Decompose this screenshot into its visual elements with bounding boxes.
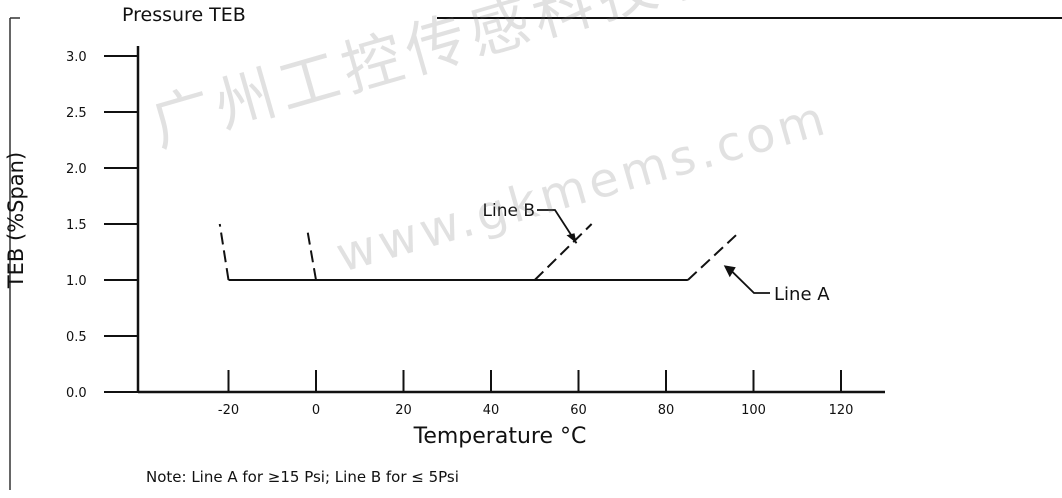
y-tick-label: 0.5 <box>66 330 87 345</box>
line-a-arrowhead <box>723 265 736 278</box>
chart-title: Pressure TEB <box>122 4 246 26</box>
x-tick-label: 80 <box>658 403 675 418</box>
x-tick-label: 0 <box>312 403 320 418</box>
y-tick-label: 1.5 <box>66 218 87 233</box>
y-tick-label: 0.0 <box>66 386 87 401</box>
y-tick-label: 1.0 <box>66 274 87 289</box>
x-tick-label: 20 <box>395 403 412 418</box>
line-a-label: Line A <box>774 284 830 305</box>
x-tick-label: 40 <box>483 403 500 418</box>
y-axis-label: TEB (%Span) <box>4 151 28 289</box>
y-tick-label: 2.0 <box>66 162 87 177</box>
x-tick-label: 120 <box>829 403 854 418</box>
line-b-dashed <box>534 223 593 281</box>
x-tick-label: -20 <box>218 403 239 418</box>
y-tick-label: 2.5 <box>66 106 87 121</box>
line-b-arrowhead <box>566 233 577 244</box>
y-tick-label: 3.0 <box>66 50 87 65</box>
line-a-leader <box>731 270 770 294</box>
line-a-dashed <box>687 234 737 281</box>
line-b-leader <box>537 209 578 244</box>
x-tick-label: 100 <box>741 403 766 418</box>
x-axis-label: Temperature °C <box>413 424 587 449</box>
chart-note: Note: Line A for ≥15 Psi; Line B for ≤ 5… <box>146 468 459 486</box>
line-b-dashed <box>306 229 317 281</box>
line-b-label: Line B <box>483 201 536 221</box>
x-tick-label: 60 <box>570 403 587 418</box>
line-a-dashed <box>218 223 230 281</box>
